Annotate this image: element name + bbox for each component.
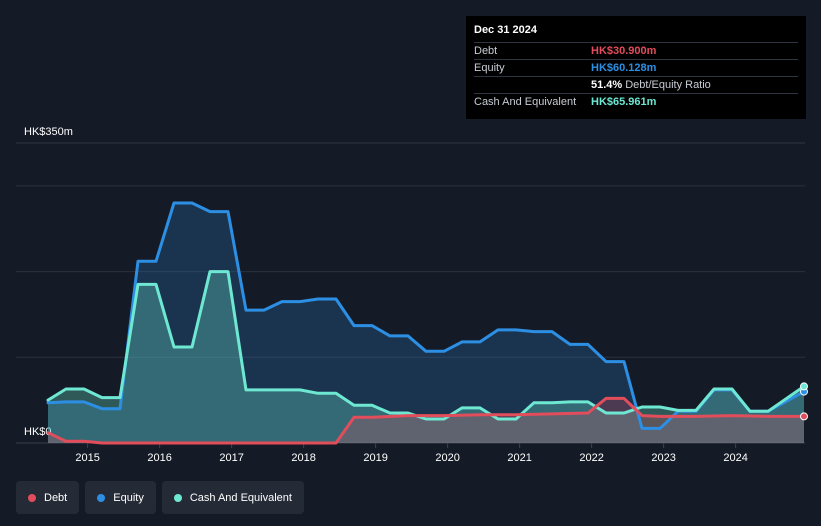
y-axis-top-label: HK$350m [24,126,73,138]
debt-end-point [800,412,808,421]
legend: Debt Equity Cash And Equivalent [16,481,304,514]
y-axis-bottom-label: HK$0 [24,426,52,438]
tooltip-value: HK$30.900m [591,45,657,57]
debt-area [48,398,804,443]
tooltip-label: Debt [474,45,498,57]
cash-and-equivalent-end-point [800,382,808,391]
x-tick-label: 2024 [723,452,747,464]
tooltip-value: HK$60.128m [591,62,657,74]
legend-label: Debt [44,491,68,504]
x-tick-label: 2018 [291,452,315,464]
legend-item-equity[interactable]: Equity [85,481,156,514]
tooltip-label: Equity [474,62,505,74]
tooltip-row-cash: Cash And Equivalent HK$65.961m [474,93,798,110]
equity-line [46,201,806,430]
x-tick-label: 2019 [363,452,387,464]
debt-line [46,396,806,445]
tooltip-row-equity: Equity HK$60.128m [474,59,798,76]
equity-dot-icon [97,493,106,502]
legend-label: Cash And Equivalent [189,491,292,504]
tooltip-label: Cash And Equivalent [474,96,577,108]
cash-dot-icon [173,493,182,502]
x-tick-label: 2017 [219,452,243,464]
legend-item-cash[interactable]: Cash And Equivalent [161,481,304,514]
tooltip-row-debt: Debt HK$30.900m [474,42,798,59]
tooltip-value: HK$65.961m [591,96,657,108]
x-tick-label: 2021 [507,452,531,464]
tooltip-row-ratio: 51.4% Debt/Equity Ratio [474,76,798,93]
tooltip-panel: Dec 31 2024 Debt HK$30.900m Equity HK$60… [466,16,806,119]
legend-item-debt[interactable]: Debt [16,481,80,514]
cash-and-equivalent-area [48,271,804,443]
x-tick-label: 2023 [651,452,675,464]
tooltip-ratio-label: Debt/Equity Ratio [625,79,711,91]
legend-label: Equity [113,491,144,504]
x-tick-label: 2016 [147,452,171,464]
debt-dot-icon [28,493,36,502]
x-tick-label: 2015 [75,452,99,464]
tooltip-date: Dec 31 2024 [474,24,537,36]
x-tick-label: 2020 [435,452,459,464]
x-tick-label: 2022 [579,452,603,464]
tooltip-value: 51.4% [591,79,623,91]
